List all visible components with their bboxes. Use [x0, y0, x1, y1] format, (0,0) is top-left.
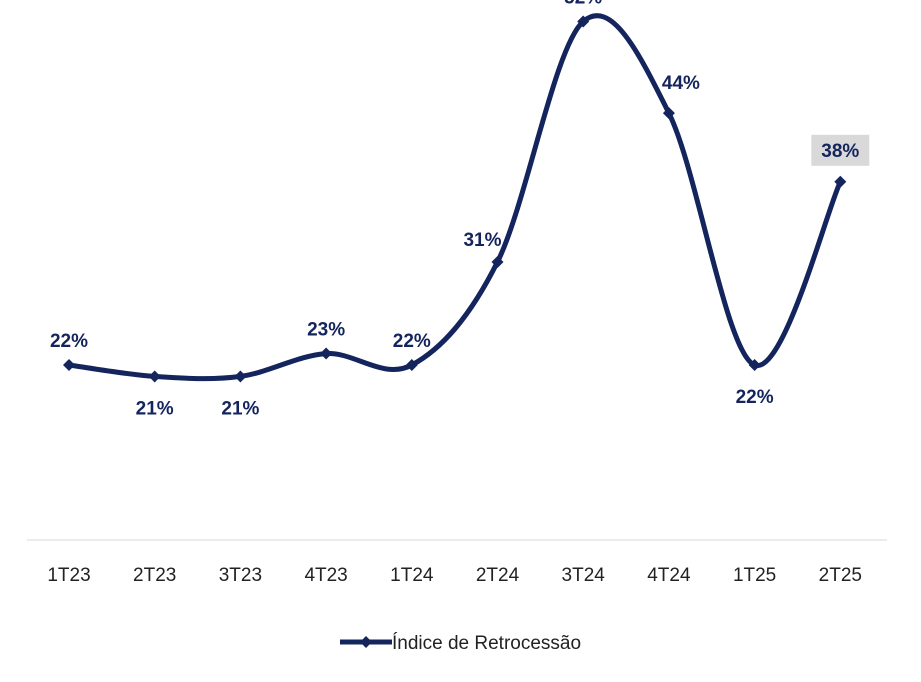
data-label: 52%	[564, 0, 602, 9]
x-axis-ticks: 1T23 2T23 3T23 4T23 1T24 2T24 3T24 4T24 1T25 2T25	[47, 565, 862, 586]
data-point-marker	[148, 370, 161, 383]
x-tick-label: 3T23	[219, 565, 262, 586]
data-label: 31%	[463, 230, 501, 251]
legend-label: Índice de Retrocessão	[392, 633, 581, 654]
data-label: 21%	[221, 398, 259, 419]
x-tick-label: 2T23	[133, 565, 176, 586]
markers	[63, 15, 847, 383]
data-point-marker	[662, 107, 675, 120]
data-point-marker	[63, 359, 75, 371]
data-label: 23%	[307, 320, 345, 341]
data-label: 21%	[136, 398, 174, 419]
data-point-marker	[834, 175, 847, 188]
highlight-label-box	[811, 134, 870, 166]
x-tick-label: 4T23	[304, 565, 347, 586]
data-point-marker	[748, 359, 761, 371]
x-tick-label: 1T25	[733, 565, 776, 586]
data-label: 38%	[821, 141, 859, 162]
x-tick-label: 2T25	[819, 565, 862, 586]
data-label: 44%	[662, 73, 700, 94]
x-tick-label: 1T24	[390, 565, 434, 586]
data-point-marker	[491, 255, 504, 268]
data-labels: 22% 21% 21% 23% 22% 31% 52% 44% 22% 38%	[50, 0, 870, 419]
data-point-marker	[405, 359, 418, 371]
data-label: 22%	[50, 331, 88, 352]
data-label: 22%	[393, 331, 431, 352]
data-point-marker	[320, 347, 333, 360]
x-tick-label: 2T24	[476, 565, 520, 586]
legend: Índice de Retrocessão	[340, 633, 581, 654]
x-tick-label: 3T24	[562, 565, 606, 586]
x-tick-label: 1T23	[47, 565, 90, 586]
series-line	[66, 13, 843, 382]
data-point-marker	[577, 15, 590, 28]
data-label: 22%	[736, 387, 774, 408]
legend-marker	[360, 636, 372, 648]
x-tick-label: 4T24	[647, 565, 691, 586]
data-point-marker	[234, 370, 247, 383]
